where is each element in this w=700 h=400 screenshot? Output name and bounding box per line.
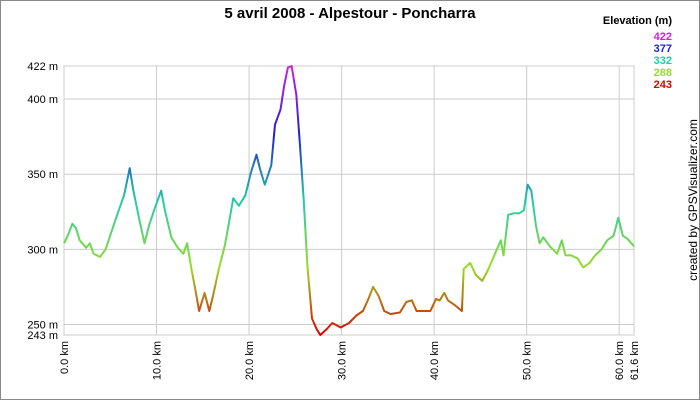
- legend-value: 332: [654, 55, 672, 67]
- chart-title: 5 avril 2008 - Alpestour - Poncharra: [224, 5, 476, 22]
- plot-area: [63, 65, 635, 336]
- x-tick-label: 61.6 km: [629, 341, 641, 380]
- x-tick-label: 50.0 km: [522, 341, 534, 380]
- y-tick-label: 422 m: [27, 61, 58, 73]
- legend-value: 422: [654, 31, 672, 43]
- legend-value: 288: [654, 67, 672, 79]
- y-tick-label: 350 m: [27, 169, 58, 181]
- y-tick-label: 243 m: [27, 330, 58, 342]
- x-tick-label: 20.0 km: [244, 341, 256, 380]
- legend-value: 377: [654, 43, 672, 55]
- x-tick-label: 60.0 km: [614, 341, 626, 380]
- legend-value: 243: [654, 79, 672, 91]
- x-tick-label: 40.0 km: [429, 341, 441, 380]
- x-tick-label: 30.0 km: [337, 341, 349, 380]
- credit: created by GPSVisualizer.com: [686, 119, 700, 281]
- elevation-line: [63, 65, 635, 336]
- legend-title: Elevation (m): [603, 15, 672, 27]
- y-tick-label: 400 m: [27, 94, 58, 106]
- x-tick-label: 0.0 km: [59, 341, 71, 374]
- y-tick-label: 300 m: [27, 244, 58, 256]
- y-tick-label: 250 m: [27, 319, 58, 331]
- x-tick-label: 10.0 km: [152, 341, 164, 380]
